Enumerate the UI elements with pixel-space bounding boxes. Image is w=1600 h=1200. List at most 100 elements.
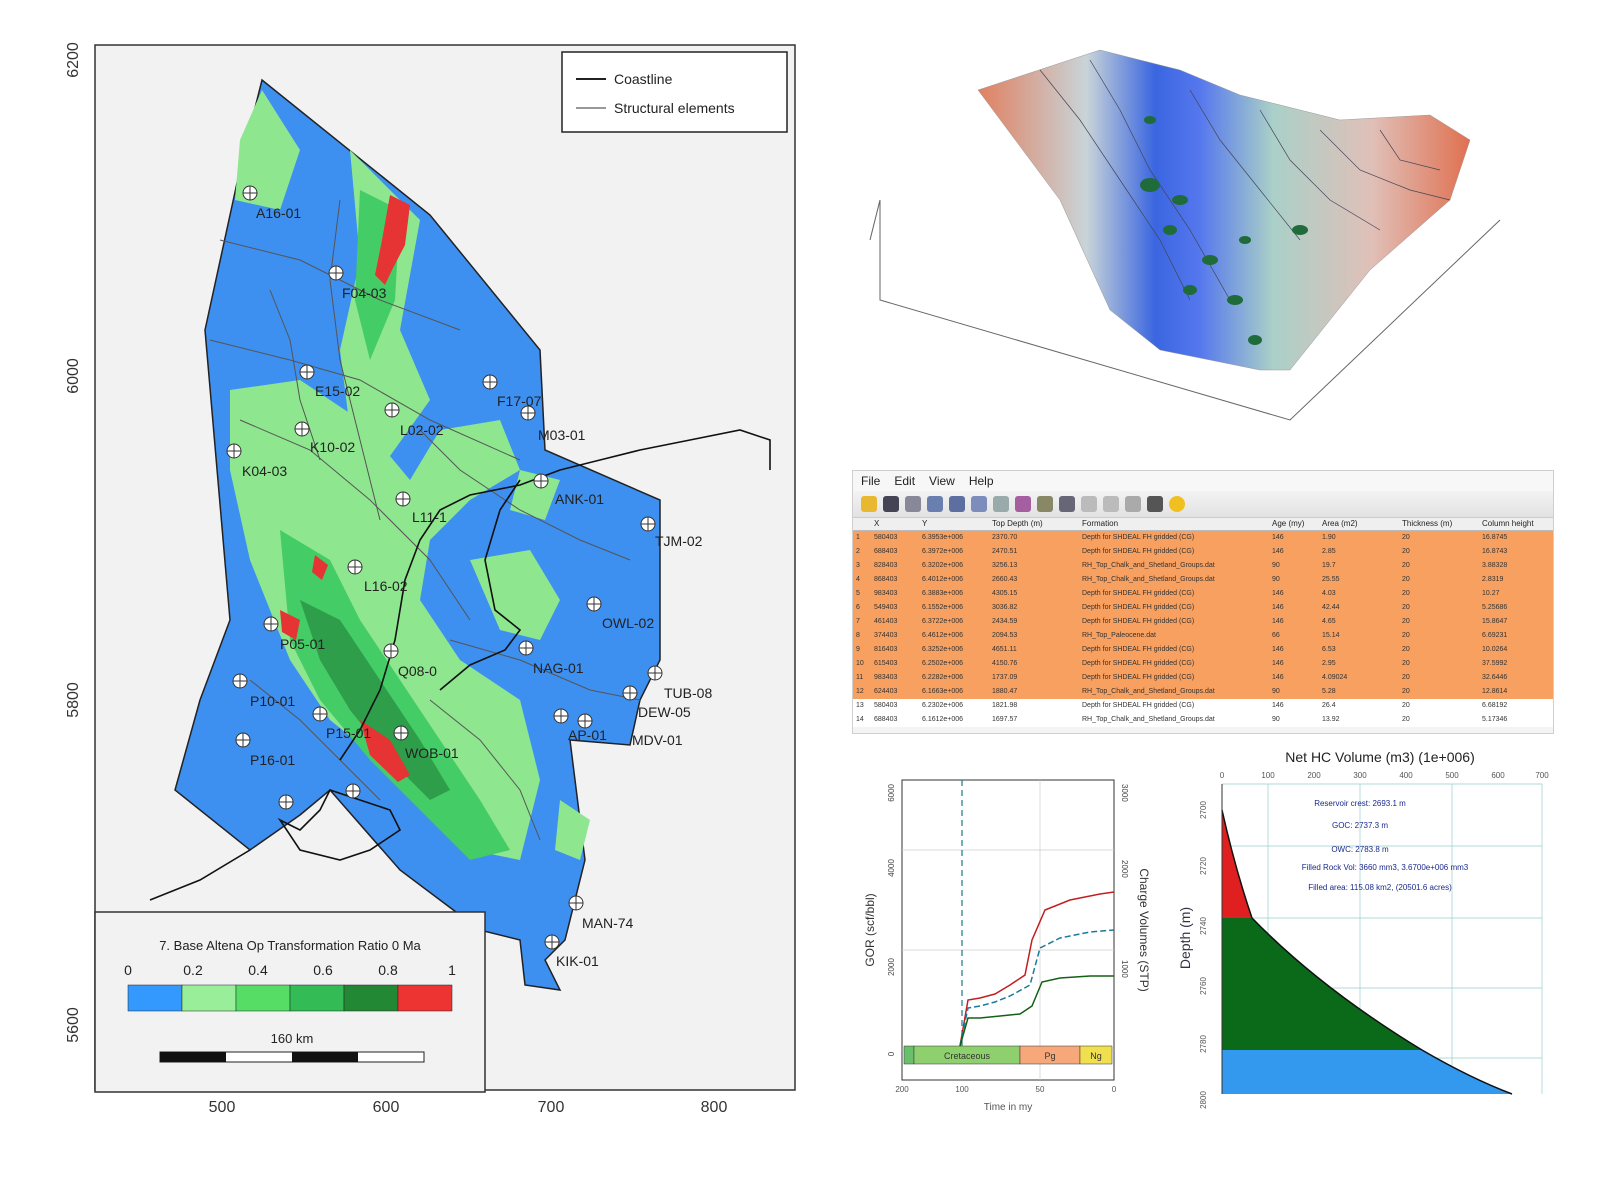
map-legend: Coastline Structural elements xyxy=(561,51,788,133)
triangle-icon[interactable] xyxy=(993,496,1009,512)
menu-bar: File Edit View Help xyxy=(853,471,1553,491)
well-marker[interactable]: DEW-05 xyxy=(622,685,691,720)
gor-tick: 4000 xyxy=(887,859,896,877)
well-marker[interactable]: P05-01 xyxy=(263,616,325,652)
well-marker[interactable]: WOB-01 xyxy=(393,725,459,761)
table-cell: 549403 xyxy=(874,604,898,611)
column-header[interactable]: Thickness (m) xyxy=(1402,519,1453,528)
time-tick: 0 xyxy=(1112,1085,1117,1094)
well-marker[interactable]: AP-01 xyxy=(553,708,607,743)
save-icon[interactable] xyxy=(883,496,899,512)
gor-axis-label: GOR (scf/bbl) xyxy=(863,893,877,966)
well-marker[interactable]: Q08-0 xyxy=(383,643,437,679)
menu-view[interactable]: View xyxy=(929,474,955,488)
table-cell: 983403 xyxy=(874,674,898,681)
well-marker[interactable]: MDV-01 xyxy=(577,713,683,748)
well-marker[interactable]: E15-02 xyxy=(299,364,360,399)
area-chart-icon[interactable] xyxy=(1015,496,1031,512)
chart-icon[interactable] xyxy=(927,496,943,512)
table-cell: 20 xyxy=(1402,590,1410,597)
table-row[interactable]: 4 868403 6.4012e+006 2660.43 RH_Top_Chalk_an… xyxy=(853,573,1553,587)
table-row[interactable]: 8 374403 6.4612e+006 2094.53 RH_Top_Paleocen… xyxy=(853,629,1553,643)
table-cell: 6.2282e+006 xyxy=(922,674,964,681)
table-cell: 3.88328 xyxy=(1482,562,1508,569)
menu-file[interactable]: File xyxy=(861,474,881,488)
table-row[interactable]: 1 580403 6.3953e+006 2370.70 Depth for SHDEA… xyxy=(853,531,1553,545)
table-cell: 4.65 xyxy=(1322,618,1336,625)
well-marker[interactable]: TJM-02 xyxy=(640,516,703,549)
open-icon[interactable] xyxy=(861,496,877,512)
well-label: ANK-01 xyxy=(555,491,604,507)
bar-chart-icon[interactable] xyxy=(949,496,965,512)
eye-icon[interactable] xyxy=(1147,496,1163,512)
table-cell: 4 xyxy=(856,576,860,583)
well-marker[interactable]: MAN-74 xyxy=(568,895,634,931)
column-header[interactable]: Y xyxy=(922,519,928,528)
table-cell: 37.5992 xyxy=(1482,660,1508,667)
well-marker[interactable]: L02-02 xyxy=(384,402,444,438)
table-row[interactable]: 11 983403 6.2282e+006 1737.09 Depth for SHDE… xyxy=(853,671,1553,685)
table-row[interactable]: 14 688403 6.1612e+006 1697.57 RH_Top_Chalk_a… xyxy=(853,713,1553,727)
well-marker[interactable]: NAG-01 xyxy=(518,640,584,676)
table-cell: 146 xyxy=(1272,674,1284,681)
colorbar-swatch xyxy=(343,984,399,1012)
well-marker[interactable]: K04-03 xyxy=(226,443,287,479)
table-row[interactable]: 9 816403 6.3252e+006 4651.11 Depth for SHDEA… xyxy=(853,643,1553,657)
well-marker-unlabeled[interactable] xyxy=(278,794,294,810)
table-row[interactable]: 2 688403 6.3972e+006 2470.51 Depth for SHDEA… xyxy=(853,545,1553,559)
table-cell: 1697.57 xyxy=(992,716,1018,723)
table-row[interactable]: 3 828403 6.3202e+006 3256.13 RH_Top_Chalk_an… xyxy=(853,559,1553,573)
table-cell: 9 xyxy=(856,646,860,653)
column-header[interactable]: Age (my) xyxy=(1272,519,1305,528)
table-cell: 146 xyxy=(1272,660,1284,667)
well-marker[interactable]: TUB-08 xyxy=(647,665,712,701)
table-row[interactable]: 13 580403 6.2302e+006 1821.98 Depth for SHDE… xyxy=(853,699,1553,713)
help-icon[interactable] xyxy=(1169,496,1185,512)
column-header[interactable]: Column height xyxy=(1482,519,1534,528)
menu-help[interactable]: Help xyxy=(968,474,994,488)
well-marker[interactable]: P16-01 xyxy=(235,732,295,768)
zoom-out-icon[interactable] xyxy=(1103,496,1119,512)
column-header[interactable]: X xyxy=(874,519,880,528)
table-row[interactable]: 12 624403 6.1663e+006 1880.47 RH_Top_Chalk_a… xyxy=(853,685,1553,699)
grid-icon[interactable] xyxy=(1059,496,1075,512)
well-marker[interactable]: F04-03 xyxy=(328,265,387,301)
volume-x-tick: 700 xyxy=(1535,771,1549,780)
line-chart-icon[interactable] xyxy=(971,496,987,512)
column-header[interactable]: Area (m2) xyxy=(1322,519,1358,528)
copy-icon[interactable] xyxy=(905,496,921,512)
table-cell: 20 xyxy=(1402,548,1410,555)
table-row[interactable]: 5 983403 6.3883e+006 4305.15 Depth for SHDEA… xyxy=(853,587,1553,601)
well-marker[interactable]: A16-01 xyxy=(242,185,301,221)
zoom-in-icon[interactable] xyxy=(1081,496,1097,512)
star-icon[interactable] xyxy=(1037,496,1053,512)
oil-zone xyxy=(1222,918,1422,1050)
well-label: MAN-74 xyxy=(582,915,634,931)
table-row[interactable]: 7 461403 6.3722e+006 2434.59 Depth for SHDEA… xyxy=(853,615,1553,629)
well-marker[interactable]: F17-07 xyxy=(482,374,542,409)
well-marker[interactable]: OWL-02 xyxy=(586,596,654,631)
well-marker[interactable]: P10-01 xyxy=(232,673,295,709)
well-marker[interactable]: L11-1 xyxy=(395,491,447,525)
well-marker[interactable]: M03-01 xyxy=(520,405,586,443)
column-header[interactable] xyxy=(853,518,871,530)
table-row[interactable]: 10 615403 6.2502e+006 4150.76 Depth for SHDE… xyxy=(853,657,1553,671)
table-cell: 461403 xyxy=(874,618,898,625)
column-header[interactable]: Top Depth (m) xyxy=(992,519,1043,528)
menu-edit[interactable]: Edit xyxy=(894,474,916,488)
well-marker[interactable]: K10-02 xyxy=(294,421,355,455)
table-cell: 16.8743 xyxy=(1482,548,1508,555)
table-row[interactable]: 6 549403 6.1552e+006 3036.82 Depth for SHDEA… xyxy=(853,601,1553,615)
column-header[interactable]: Formation xyxy=(1082,519,1119,528)
table-cell: 1737.09 xyxy=(992,674,1018,681)
table-cell: Depth for SHDEAL FH gridded (CG) xyxy=(1082,660,1195,667)
well-marker[interactable]: KIK-01 xyxy=(544,934,599,969)
well-marker[interactable]: L16-02 xyxy=(347,559,408,594)
depth-tick: 2720 xyxy=(1199,857,1208,875)
well-marker[interactable]: P15-01 xyxy=(312,706,371,741)
table-cell: 7 xyxy=(856,618,860,625)
well-marker[interactable]: ANK-01 xyxy=(533,473,604,507)
table-cell: 5.28 xyxy=(1322,688,1336,695)
well-marker-unlabeled[interactable] xyxy=(345,783,361,799)
table-icon[interactable] xyxy=(1125,496,1141,512)
